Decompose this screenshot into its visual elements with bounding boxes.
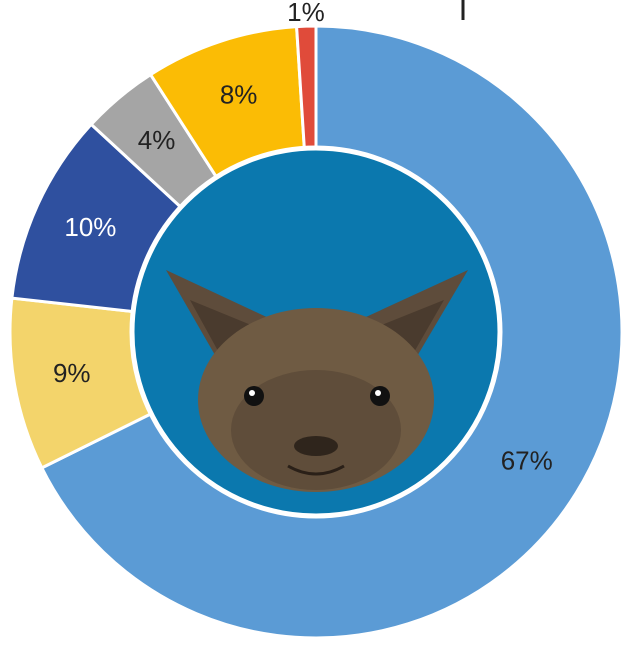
value-label: 9% [53,358,91,388]
left-eye-shine [249,390,255,396]
left-eye [244,386,264,406]
value-label: 67% [501,446,553,476]
bat-face [166,270,468,492]
value-label: 4% [138,125,176,155]
value-label: 1% [287,0,325,27]
value-label: 8% [220,79,258,109]
right-eye [370,386,390,406]
right-eye-shine [375,390,381,396]
value-label: 10% [64,212,116,242]
mouth [287,464,345,476]
nose [294,436,338,456]
muzzle [231,370,401,490]
